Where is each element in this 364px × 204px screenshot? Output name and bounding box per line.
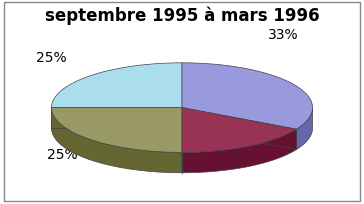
Polygon shape bbox=[182, 63, 313, 130]
Polygon shape bbox=[182, 130, 296, 173]
Polygon shape bbox=[296, 109, 313, 150]
Text: 17%: 17% bbox=[210, 148, 241, 162]
Text: 25%: 25% bbox=[47, 148, 78, 162]
Polygon shape bbox=[182, 108, 296, 153]
Polygon shape bbox=[51, 63, 182, 108]
Polygon shape bbox=[182, 108, 296, 150]
Text: septembre 1995 à mars 1996: septembre 1995 à mars 1996 bbox=[45, 7, 319, 25]
Polygon shape bbox=[51, 108, 182, 128]
Polygon shape bbox=[51, 108, 182, 153]
Polygon shape bbox=[51, 108, 182, 128]
Text: 25%: 25% bbox=[36, 50, 67, 64]
Polygon shape bbox=[182, 108, 296, 150]
Text: 33%: 33% bbox=[268, 28, 299, 42]
Polygon shape bbox=[51, 108, 182, 173]
